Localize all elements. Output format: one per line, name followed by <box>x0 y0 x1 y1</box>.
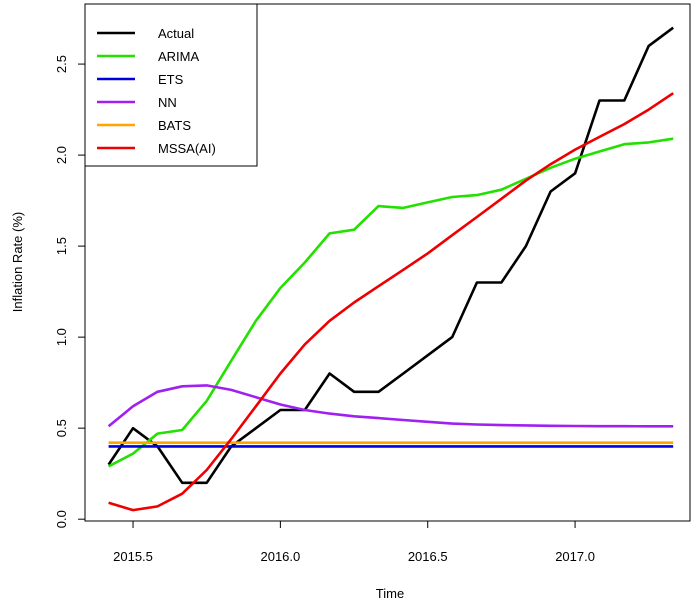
x-tick-label: 2015.5 <box>113 549 153 564</box>
legend-label: NN <box>158 95 177 110</box>
legend-label: Actual <box>158 26 194 41</box>
x-tick-label: 2017.0 <box>555 549 595 564</box>
series-line <box>107 384 674 428</box>
y-tick-label: 1.5 <box>54 237 69 255</box>
series-line <box>107 26 674 485</box>
y-tick-label: 2.5 <box>54 55 69 73</box>
legend-label: MSSA(AI) <box>158 141 216 156</box>
series-line <box>107 137 674 468</box>
x-tick-label: 2016.0 <box>260 549 300 564</box>
legend-label: ARIMA <box>158 49 200 64</box>
y-tick-label: 0.5 <box>54 419 69 437</box>
legend-box <box>84 3 258 167</box>
series-line <box>108 92 674 512</box>
x-tick-label: 2016.5 <box>408 549 448 564</box>
y-axis-label: Inflation Rate (%) <box>10 212 25 312</box>
y-tick-label: 2.0 <box>54 146 69 164</box>
legend-label: ETS <box>158 72 184 87</box>
plot-frame <box>84 3 691 522</box>
x-axis-label: Time <box>376 586 404 601</box>
legend-label: BATS <box>158 118 191 133</box>
y-tick-label: 0.0 <box>54 510 69 528</box>
y-tick-label: 1.0 <box>54 328 69 346</box>
